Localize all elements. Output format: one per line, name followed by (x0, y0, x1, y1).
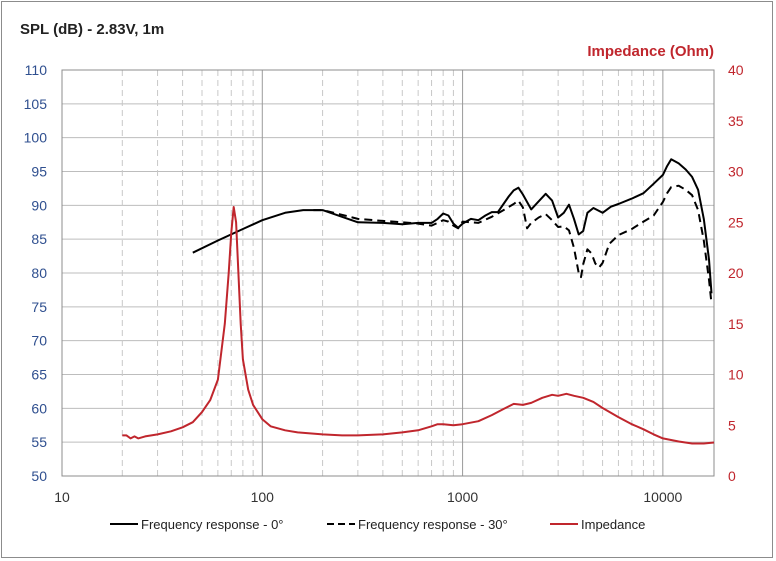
y-right-tick-label: 30 (728, 164, 744, 180)
legend-label-1: Frequency response - 30° (358, 517, 508, 532)
y-right-tick-label: 20 (728, 265, 744, 281)
x-tick-label: 1000 (447, 489, 478, 505)
legend: Frequency response - 0° Frequency respons… (110, 517, 645, 532)
axes (61, 69, 715, 477)
y-left-tick-label: 55 (31, 434, 47, 450)
right-axis-title: Impedance (Ohm) (587, 43, 714, 60)
y-right-tick-label: 5 (728, 417, 736, 433)
series-lines (122, 158, 715, 445)
series-line-2 (122, 206, 715, 445)
y-left-tick-label: 50 (31, 468, 47, 484)
y-right-tick-label: 40 (728, 62, 744, 78)
y-right-tick-label: 35 (728, 113, 744, 129)
y-left-tick-label: 85 (31, 231, 47, 247)
y-left-tick-label: 95 (31, 164, 47, 180)
y-left-tick-label: 65 (31, 367, 47, 383)
y-right-tick-label: 15 (728, 316, 744, 332)
y-right-tick-label: 0 (728, 468, 736, 484)
series-line-0 (192, 158, 713, 294)
y-left-tick-label: 105 (24, 96, 48, 112)
y-right-tick-label: 10 (728, 367, 744, 383)
y-left-tick-label: 75 (31, 299, 47, 315)
legend-label-0: Frequency response - 0° (141, 517, 284, 532)
y-left-tick-label: 60 (31, 400, 47, 416)
y-right-tick-label: 25 (728, 214, 744, 230)
x-tick-label: 10 (54, 489, 70, 505)
y-left-tick-label: 80 (31, 265, 47, 281)
x-tick-label: 10000 (643, 489, 682, 505)
plot-area-border (61, 69, 715, 477)
tick-labels: 50 55 60 65 70 75 80 85 90 95 100 105 110 0 5 10 15 20 25 3… (24, 62, 744, 505)
series-line-1 (313, 184, 713, 304)
y-left-tick-label: 100 (24, 130, 48, 146)
y-left-tick-label: 70 (31, 333, 47, 349)
x-tick-label: 100 (251, 489, 275, 505)
legend-label-2: Impedance (581, 517, 645, 532)
y-left-tick-label: 110 (25, 62, 48, 78)
y-left-tick-label: 90 (31, 197, 47, 213)
left-axis-title: SPL (dB) - 2.83V, 1m (20, 21, 164, 38)
